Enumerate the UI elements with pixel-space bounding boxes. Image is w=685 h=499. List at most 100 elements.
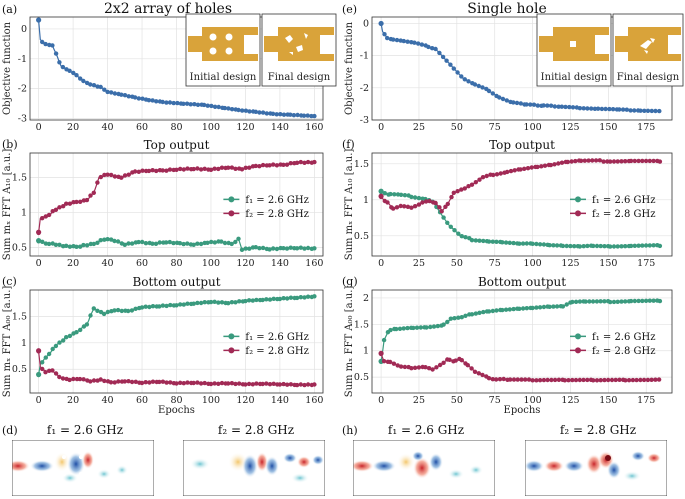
data-point [486,376,492,381]
data-point [459,315,464,320]
data-point [112,308,117,313]
data-point [167,167,173,172]
y-tick-label: 1 [21,338,27,349]
data-point [572,244,577,249]
data-point [205,240,210,245]
data-point [613,377,618,383]
data-point [534,305,539,310]
data-point [208,299,214,305]
x-tick-label: 140 [271,122,289,133]
data-point [452,228,457,233]
data-point [63,243,69,248]
data-point [257,110,262,115]
data-point [294,160,300,165]
data-point [281,296,286,301]
data-point [63,201,69,206]
data-point [623,378,628,383]
data-point [598,243,603,249]
inset-right-initial-label: Initial design [541,72,608,83]
x-tick-label: 20 [67,395,79,406]
data-point [98,174,104,180]
data-point [547,243,552,248]
plot-frame [29,289,324,394]
data-point [136,96,141,101]
y-tick-label: 1.5 [354,319,369,330]
x-tick-label: 0 [378,122,384,133]
data-point [222,240,228,246]
data-point [302,246,307,251]
data-point [295,112,300,118]
data-point [195,166,200,171]
data-point [132,169,138,174]
data-point [246,381,252,387]
x-tick-label: 40 [102,395,114,406]
data-point [226,301,231,306]
data-point [91,241,97,247]
series-markers [378,188,663,249]
data-point [174,167,179,172]
data-point [43,241,49,246]
data-point [564,243,569,249]
data-point [133,306,138,311]
data-point [178,166,183,172]
data-point [84,197,90,203]
data-point [486,88,492,94]
data-point [490,91,495,96]
data-point [57,242,62,247]
data-point [212,166,217,171]
data-point [505,169,510,175]
data-point [628,108,633,113]
data-point [212,381,217,386]
x-tick-label: 140 [271,258,289,269]
panel-label-g: (g) [342,275,358,288]
data-point [243,246,248,251]
data-point [105,309,111,315]
y-tick-label: -2 [18,84,27,95]
data-point [398,192,404,197]
data-point [88,313,93,318]
data-point [447,357,452,362]
data-point [392,192,397,197]
x-tick-label: 175 [637,122,655,133]
data-point [84,322,90,327]
data-point-start [36,17,42,23]
data-point [490,308,495,314]
data-point [302,382,307,388]
data-point [591,243,596,249]
data-point [40,360,45,365]
x-tick-label: 120 [236,395,254,406]
data-point [645,377,651,383]
data-point [253,163,258,169]
data-point [586,158,591,163]
data-point [494,377,499,382]
data-point [88,193,93,198]
data-point [198,241,204,247]
data-point-start [36,348,42,354]
x-tick-label: 160 [305,395,323,406]
data-point [60,376,66,381]
data-point [202,380,207,386]
data-point [219,300,225,305]
data-point [636,298,641,304]
title-right: Single hole [467,1,546,17]
data-point [573,377,579,383]
y-tick-label: 1 [363,346,369,357]
data-point [581,244,586,249]
data-point [486,239,492,244]
x-tick-label: 50 [451,395,463,406]
data-point [222,105,227,111]
data-point [126,379,131,384]
data-point [140,239,145,245]
data-point [305,159,311,165]
y-tick-label: 0.5 [354,372,369,383]
x-tick-label: 175 [637,395,655,406]
data-point [122,173,128,178]
data-point [112,91,118,96]
x-tick-label: 60 [136,395,148,406]
data-point [448,316,453,321]
data-point [198,300,204,306]
data-point [233,166,238,171]
data-point [649,108,654,114]
data-point [43,355,48,360]
